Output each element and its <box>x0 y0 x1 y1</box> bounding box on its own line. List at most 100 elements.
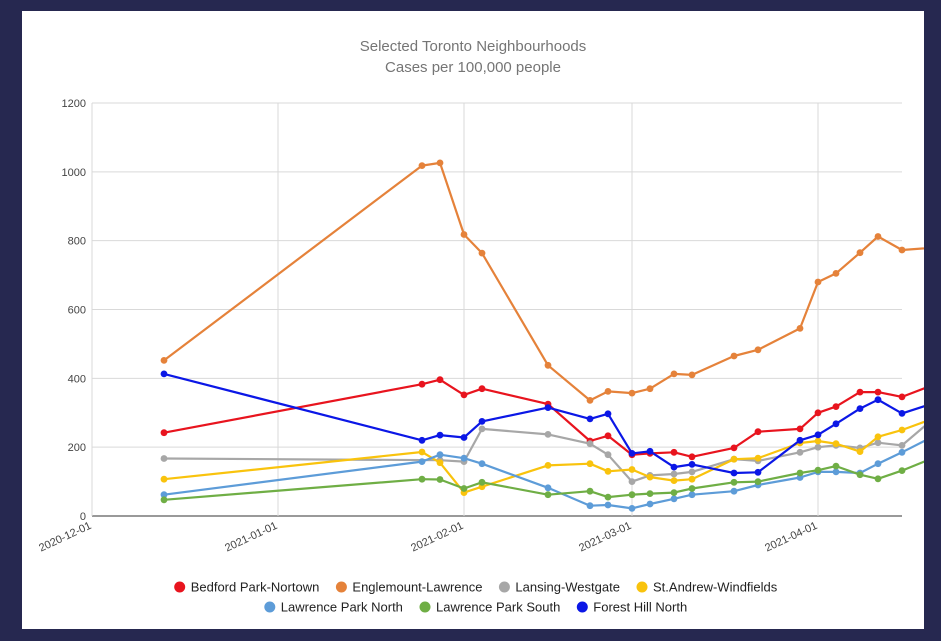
legend-item: Englemount-Lawrence <box>335 580 482 595</box>
data-point <box>814 431 822 439</box>
data-point <box>436 476 444 483</box>
legend-swatch <box>636 581 648 593</box>
data-point <box>478 425 486 433</box>
data-point <box>856 405 864 412</box>
data-point <box>436 376 444 384</box>
data-point <box>604 451 612 459</box>
legend-swatch <box>419 601 431 613</box>
data-point <box>874 233 882 240</box>
y-tick-label: 1000 <box>62 167 86 179</box>
series-forest-hill-north <box>160 370 924 477</box>
data-point <box>160 455 168 462</box>
data-point <box>586 487 594 495</box>
chart-subtitle: Cases per 100,000 people <box>385 59 561 76</box>
chart-title: Selected Toronto Neighbourhoods <box>360 38 587 55</box>
data-point <box>478 460 486 468</box>
data-point <box>670 370 678 378</box>
data-point <box>646 385 654 393</box>
data-point <box>832 420 840 428</box>
data-point <box>832 468 840 476</box>
data-point <box>670 495 678 503</box>
data-point <box>898 426 906 434</box>
data-point <box>418 475 426 483</box>
chart-card: Selected Toronto Neighbourhoods Cases pe… <box>22 11 924 629</box>
series-bedford-park-nortown <box>160 376 924 461</box>
data-point <box>730 469 738 477</box>
legend-swatch <box>335 581 347 593</box>
data-point <box>646 447 654 455</box>
legend-label: St.Andrew-Windfields <box>653 580 778 595</box>
data-point <box>670 463 678 471</box>
legend-label: Englemount-Lawrence <box>352 580 482 595</box>
data-point <box>856 249 864 257</box>
legend-swatch <box>264 601 276 613</box>
legend-item: Lawrence Park North <box>264 600 403 615</box>
data-point <box>478 478 486 486</box>
data-point <box>874 396 882 404</box>
data-point <box>436 459 444 467</box>
x-tick-label: 2021-04-01 <box>763 520 819 555</box>
legend-swatch <box>174 581 186 593</box>
data-point <box>832 462 840 470</box>
data-point <box>436 451 444 459</box>
data-point <box>646 490 654 497</box>
data-point <box>754 346 762 354</box>
data-point <box>604 493 612 501</box>
data-point <box>628 450 636 457</box>
data-point <box>688 468 696 476</box>
legend: Bedford Park-Nortown Englemount-Lawrence L… <box>174 580 778 615</box>
data-point <box>460 231 468 238</box>
series-line <box>163 460 924 501</box>
data-point <box>586 397 594 404</box>
data-point <box>730 352 738 360</box>
data-point <box>670 489 678 496</box>
data-point <box>604 467 612 475</box>
data-point <box>874 433 882 441</box>
data-point <box>796 436 804 444</box>
data-point <box>436 159 444 167</box>
data-point <box>856 471 864 479</box>
data-point <box>814 409 822 417</box>
data-point <box>856 388 864 396</box>
data-point <box>898 410 906 417</box>
data-point <box>460 454 468 462</box>
legend-label: Lansing-Westgate <box>515 580 620 595</box>
data-point <box>460 485 468 492</box>
data-point <box>874 460 882 468</box>
data-point <box>544 462 552 469</box>
data-point <box>874 475 882 483</box>
data-point <box>418 448 426 456</box>
data-point <box>160 357 168 364</box>
legend-item: Bedford Park-Nortown <box>174 580 319 595</box>
data-point <box>160 475 168 483</box>
data-point <box>436 431 444 439</box>
series-lawrence-park-south <box>160 460 924 504</box>
x-tick-label: 2021-03-01 <box>577 520 633 555</box>
legend-item: St.Andrew-Windfields <box>636 580 778 595</box>
series-line <box>163 439 924 510</box>
data-point <box>478 418 486 425</box>
data-point <box>418 436 426 444</box>
data-point <box>628 491 636 499</box>
data-point <box>160 429 168 437</box>
data-point <box>832 270 840 277</box>
data-point <box>796 325 804 332</box>
data-point <box>628 466 636 473</box>
series-line <box>163 372 924 475</box>
y-tick-label: 200 <box>68 442 86 454</box>
series-englemount-lawrence <box>160 159 924 404</box>
data-point <box>754 428 762 436</box>
data-point <box>418 162 426 170</box>
series-line <box>163 420 924 494</box>
data-point <box>418 380 426 388</box>
data-point <box>460 391 468 399</box>
series-layer <box>160 159 924 512</box>
data-point <box>874 388 882 396</box>
data-point <box>814 443 822 451</box>
data-point <box>796 448 804 456</box>
data-point <box>160 496 168 504</box>
data-point <box>646 500 654 508</box>
data-point <box>730 444 738 452</box>
x-tick-label: 2020-12-01 <box>37 520 93 555</box>
x-tick-label: 2021-01-01 <box>223 520 279 555</box>
